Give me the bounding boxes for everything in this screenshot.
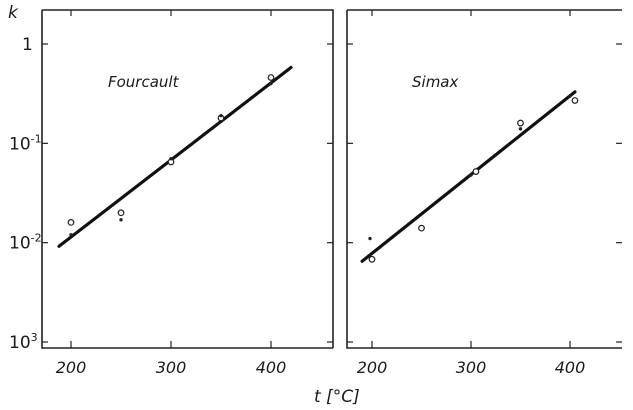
data-point-circle xyxy=(117,209,125,217)
right-x-ticks: 200 300 400 xyxy=(357,10,586,377)
data-point-circle xyxy=(418,224,425,232)
x-tick-label: 200 xyxy=(357,358,388,377)
data-point-dot xyxy=(368,236,372,241)
data-point-dot xyxy=(518,127,523,131)
x-axis-title: t [°C] xyxy=(314,387,360,407)
y-tick-label: 1 xyxy=(22,35,33,55)
y-tick-label: 10-2 xyxy=(9,232,42,254)
left-x-ticks: 200 300 400 xyxy=(56,10,287,377)
right-data-points xyxy=(368,94,579,263)
x-tick-label: 200 xyxy=(56,358,87,377)
right-y-ticks xyxy=(347,43,622,343)
data-point-circle xyxy=(472,168,480,175)
x-tick-label: 300 xyxy=(156,358,187,377)
left-fit-line xyxy=(57,65,293,248)
panel-title-fourcault: Fourcault xyxy=(108,73,180,91)
data-point-dot xyxy=(69,233,73,237)
fit-line xyxy=(57,65,293,248)
data-point-dot xyxy=(119,218,123,222)
y-tick-label-exponent: 3 xyxy=(31,331,38,344)
left-panel-frame xyxy=(41,9,334,349)
y-axis-title: k xyxy=(8,3,19,23)
y-tick-label-base: 10 xyxy=(9,234,31,254)
data-point-dot xyxy=(568,94,572,98)
data-point-circle xyxy=(267,74,275,81)
panel-fourcault: Fourcault 200 300 400 xyxy=(41,9,334,377)
data-point-dot xyxy=(169,157,173,161)
data-point-circle xyxy=(571,97,579,104)
x-tick-label: 400 xyxy=(555,358,586,377)
panel-simax: Simax 200 300 400 xyxy=(346,9,622,377)
data-point-circle xyxy=(517,119,524,127)
x-tick-label: 400 xyxy=(256,358,287,377)
data-point-dot xyxy=(269,81,273,86)
data-point-circle xyxy=(67,218,75,226)
data-point-dot xyxy=(469,173,473,177)
y-tick-label-base: 10 xyxy=(9,333,31,353)
left-y-ticks xyxy=(42,43,333,343)
panel-title-simax: Simax xyxy=(412,73,458,91)
y-tick-label-base: 10 xyxy=(9,134,31,154)
y-tick-label-exponent: -1 xyxy=(31,132,42,145)
left-data-points xyxy=(67,74,275,237)
right-panel-frame xyxy=(346,9,622,349)
data-point-dot xyxy=(219,113,223,118)
y-tick-label-exponent: -2 xyxy=(31,232,42,245)
y-tick-label: 103 xyxy=(9,331,38,353)
fit-line xyxy=(360,90,577,263)
right-fit-line xyxy=(360,90,577,263)
y-tick-label: 10-1 xyxy=(9,132,42,154)
x-tick-label: 300 xyxy=(456,358,487,377)
data-point-circle xyxy=(368,255,376,263)
